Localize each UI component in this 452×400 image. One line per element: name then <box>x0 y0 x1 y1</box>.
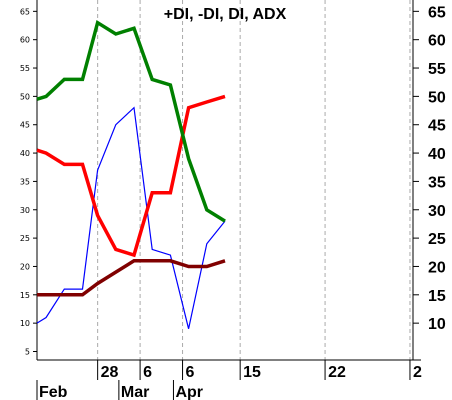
x-day-label: 6 <box>186 364 195 381</box>
left-tick-label: 55 <box>20 64 30 73</box>
x-month-label: Mar <box>121 384 149 400</box>
left-tick-label: 65 <box>20 7 30 16</box>
right-tick-label: 25 <box>428 231 446 248</box>
series-line-di-1 <box>36 94 226 258</box>
gridlines <box>97 0 411 360</box>
x-day-label: 22 <box>328 364 346 381</box>
x-day-label: 6 <box>143 364 152 381</box>
right-tick-label: 20 <box>428 259 446 276</box>
left-tick-label: 25 <box>20 234 30 243</box>
x-day-label: 2 <box>413 364 422 381</box>
x-month-label: Feb <box>39 384 68 400</box>
right-tick-label: 55 <box>428 61 446 78</box>
series-line-di-2 <box>37 259 226 297</box>
right-tick-label: 35 <box>428 174 446 191</box>
series-lines <box>36 19 226 329</box>
x-month-label: Apr <box>175 384 203 400</box>
right-tick-label: 45 <box>428 118 446 135</box>
left-tick-label: 5 <box>25 347 30 356</box>
left-tick-label: 40 <box>20 149 30 158</box>
axes <box>36 0 421 361</box>
left-tick-label: 30 <box>20 206 30 215</box>
right-tick-label: 50 <box>428 89 446 106</box>
right-tick-label: 60 <box>428 33 446 50</box>
tick-labels: 5 10 15 20 25 30 35 40 45 50 55 60 65 10 15 20 25 30 35 40 4… <box>20 4 446 400</box>
left-tick-label: 10 <box>20 319 30 328</box>
right-tick-label: 65 <box>428 4 446 21</box>
right-tick-label: 40 <box>428 146 446 163</box>
x-day-label: 15 <box>243 364 261 381</box>
right-tick-label: 10 <box>428 316 446 333</box>
left-tick-label: 20 <box>20 262 30 271</box>
left-tick-label: 50 <box>20 92 30 101</box>
series-line-adx-3 <box>36 19 226 223</box>
left-tick-label: 15 <box>20 291 30 300</box>
right-tick-label: 15 <box>428 288 446 305</box>
right-tick-label: 30 <box>428 203 446 220</box>
chart-title: +DI, -DI, DI, ADX <box>164 6 287 23</box>
x-day-label: 28 <box>101 364 119 381</box>
left-tick-label: 45 <box>20 121 30 130</box>
left-tick-label: 35 <box>20 177 30 186</box>
left-tick-label: 60 <box>20 36 30 45</box>
